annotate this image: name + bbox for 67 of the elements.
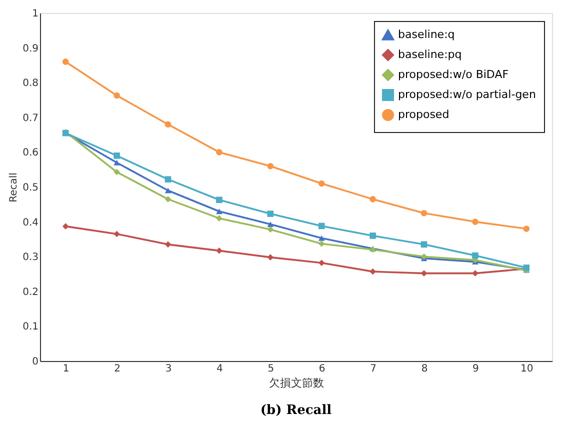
x-tick-label: 7 — [370, 364, 376, 374]
point — [318, 180, 325, 187]
point — [62, 223, 69, 230]
y-tick-label: 0.6 — [22, 148, 38, 159]
point — [318, 222, 325, 230]
point — [370, 268, 376, 275]
point — [114, 152, 120, 159]
point — [420, 270, 428, 276]
point — [267, 162, 274, 170]
point — [164, 121, 172, 128]
point — [318, 235, 325, 241]
x-tick-label: 1 — [62, 364, 70, 374]
point — [216, 149, 222, 156]
y-tick-label: 0.4 — [22, 217, 38, 228]
y-tick-label: 0.7 — [22, 112, 38, 124]
point — [472, 252, 478, 259]
x-tick-label: 2 — [114, 364, 120, 374]
point — [114, 168, 120, 176]
point — [216, 215, 222, 222]
x-axis-title: 欠損文節数 — [269, 376, 324, 390]
point — [114, 160, 120, 166]
point — [216, 196, 222, 204]
point — [370, 196, 376, 202]
point — [420, 210, 428, 216]
y-tick-label: 0 — [32, 356, 38, 368]
legend-label: baseline:q — [398, 28, 455, 41]
x-tick-label: 8 — [421, 364, 428, 374]
y-tick-label: 0.1 — [22, 322, 38, 333]
point — [267, 226, 274, 233]
point — [114, 230, 120, 238]
legend-label: proposed:w/o BiDAF — [398, 68, 509, 81]
point — [164, 196, 172, 202]
point — [318, 240, 325, 247]
x-tick-label: 10 — [520, 364, 534, 374]
x-tick-label: 6 — [318, 364, 326, 374]
point — [472, 218, 478, 225]
point — [164, 241, 172, 248]
point — [267, 221, 274, 227]
point — [62, 58, 69, 65]
y-tick-label: 0.9 — [22, 43, 38, 54]
y-tick-label: 0.5 — [22, 182, 38, 194]
legend-label: proposed:w/o partial-gen — [398, 88, 536, 101]
x-tick-label: 9 — [472, 364, 479, 374]
point — [267, 210, 274, 217]
y-tick-label: 0.8 — [22, 78, 38, 90]
point — [267, 254, 274, 260]
y-tick-label: 0.2 — [22, 286, 38, 298]
x-tick-label: 3 — [165, 364, 172, 374]
point — [318, 260, 325, 266]
point — [114, 92, 120, 99]
point — [523, 226, 530, 232]
text: (b) Recall — [260, 403, 332, 418]
point — [420, 253, 428, 260]
point — [164, 176, 172, 183]
point — [216, 208, 222, 214]
legend-label: baseline:pq — [398, 48, 462, 61]
point — [164, 188, 172, 194]
point — [420, 241, 428, 248]
point — [472, 270, 478, 276]
y-tick-label: 0.3 — [22, 252, 38, 264]
legend-label: proposed — [398, 108, 450, 121]
point — [370, 232, 376, 239]
y-tick-label: 1 — [32, 8, 38, 20]
point — [216, 248, 222, 254]
x-tick-label: 4 — [216, 364, 223, 374]
x-tick-label: 5 — [268, 364, 274, 374]
y-axis-title: Recall — [8, 172, 20, 202]
